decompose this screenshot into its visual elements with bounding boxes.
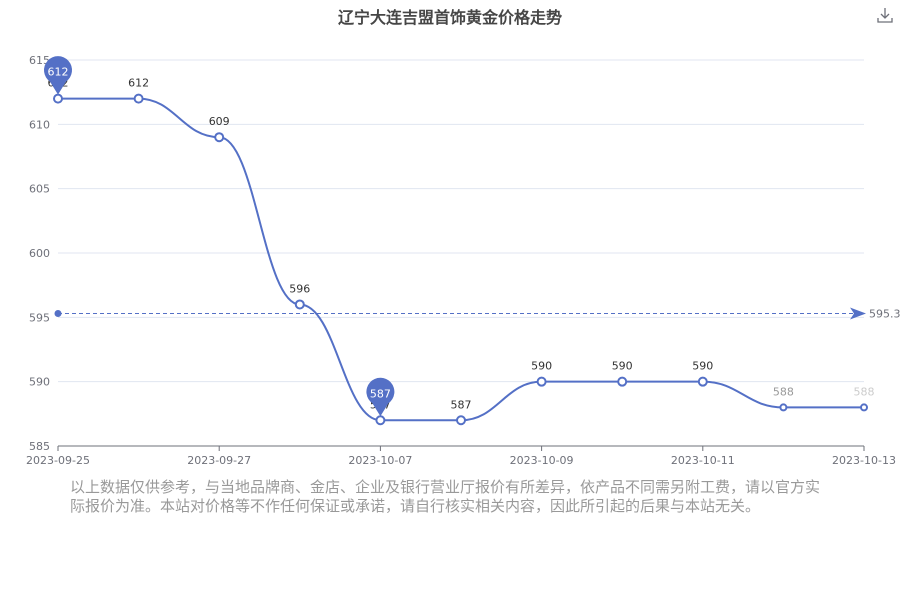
average-value-label: 595.3 bbox=[869, 307, 900, 320]
data-label: 590 bbox=[531, 360, 552, 373]
y-tick-label: 610 bbox=[29, 118, 50, 131]
x-tick-label: 2023-09-25 bbox=[26, 454, 90, 467]
y-tick-label: 600 bbox=[29, 247, 50, 260]
chart-title: 辽宁大连吉盟首饰黄金价格走势 bbox=[337, 8, 562, 27]
max-marker-shape bbox=[44, 56, 72, 95]
x-tick-label: 2023-09-27 bbox=[187, 454, 251, 467]
data-point bbox=[779, 403, 788, 412]
data-point bbox=[214, 132, 225, 143]
data-label: 590 bbox=[612, 360, 633, 373]
line-chart: 585 590 595 600 605 610 615 2023-09-25 2023-09-2… bbox=[26, 54, 900, 467]
y-tick-label: 605 bbox=[29, 183, 50, 196]
data-point bbox=[294, 299, 305, 310]
y-tick-label: 590 bbox=[29, 376, 50, 389]
y-tick-label: 595 bbox=[29, 311, 50, 324]
average-line-arrow bbox=[850, 307, 866, 320]
max-marker-label: 612 bbox=[48, 66, 69, 79]
data-point bbox=[456, 415, 466, 426]
download-icon[interactable] bbox=[876, 6, 894, 24]
data-label: 612 bbox=[128, 77, 149, 90]
data-point bbox=[697, 376, 708, 387]
data-label: 609 bbox=[209, 115, 230, 128]
data-point bbox=[53, 93, 63, 104]
data-label: 588 bbox=[773, 385, 794, 398]
data-label: 587 bbox=[451, 398, 472, 411]
series-line bbox=[58, 97, 864, 422]
disclaimer-text: 以上数据仅供参考，与当地品牌商、金店、企业及银行营业厅报价有所差异，依产品不同需… bbox=[70, 478, 821, 515]
y-tick-label: 615 bbox=[29, 54, 50, 67]
min-marker-shape bbox=[366, 377, 395, 417]
data-point bbox=[860, 403, 868, 412]
y-tick-label: 585 bbox=[29, 440, 50, 453]
x-tick-label: 2023-10-07 bbox=[348, 454, 412, 467]
x-tick-label: 2023-10-11 bbox=[671, 454, 735, 467]
data-label: 588 bbox=[854, 385, 875, 398]
data-label: 596 bbox=[289, 282, 310, 295]
max-marker: 612 bbox=[44, 56, 72, 95]
data-point bbox=[617, 376, 628, 387]
data-label: 590 bbox=[692, 360, 713, 373]
min-marker: 587 bbox=[366, 377, 395, 417]
min-marker-label: 587 bbox=[370, 387, 391, 400]
x-tick-label: 2023-10-09 bbox=[510, 454, 574, 467]
x-tick-label: 2023-10-13 bbox=[832, 454, 896, 467]
data-point bbox=[375, 415, 386, 426]
average-line-start bbox=[54, 309, 62, 317]
data-point bbox=[536, 376, 547, 387]
data-point bbox=[133, 93, 144, 104]
